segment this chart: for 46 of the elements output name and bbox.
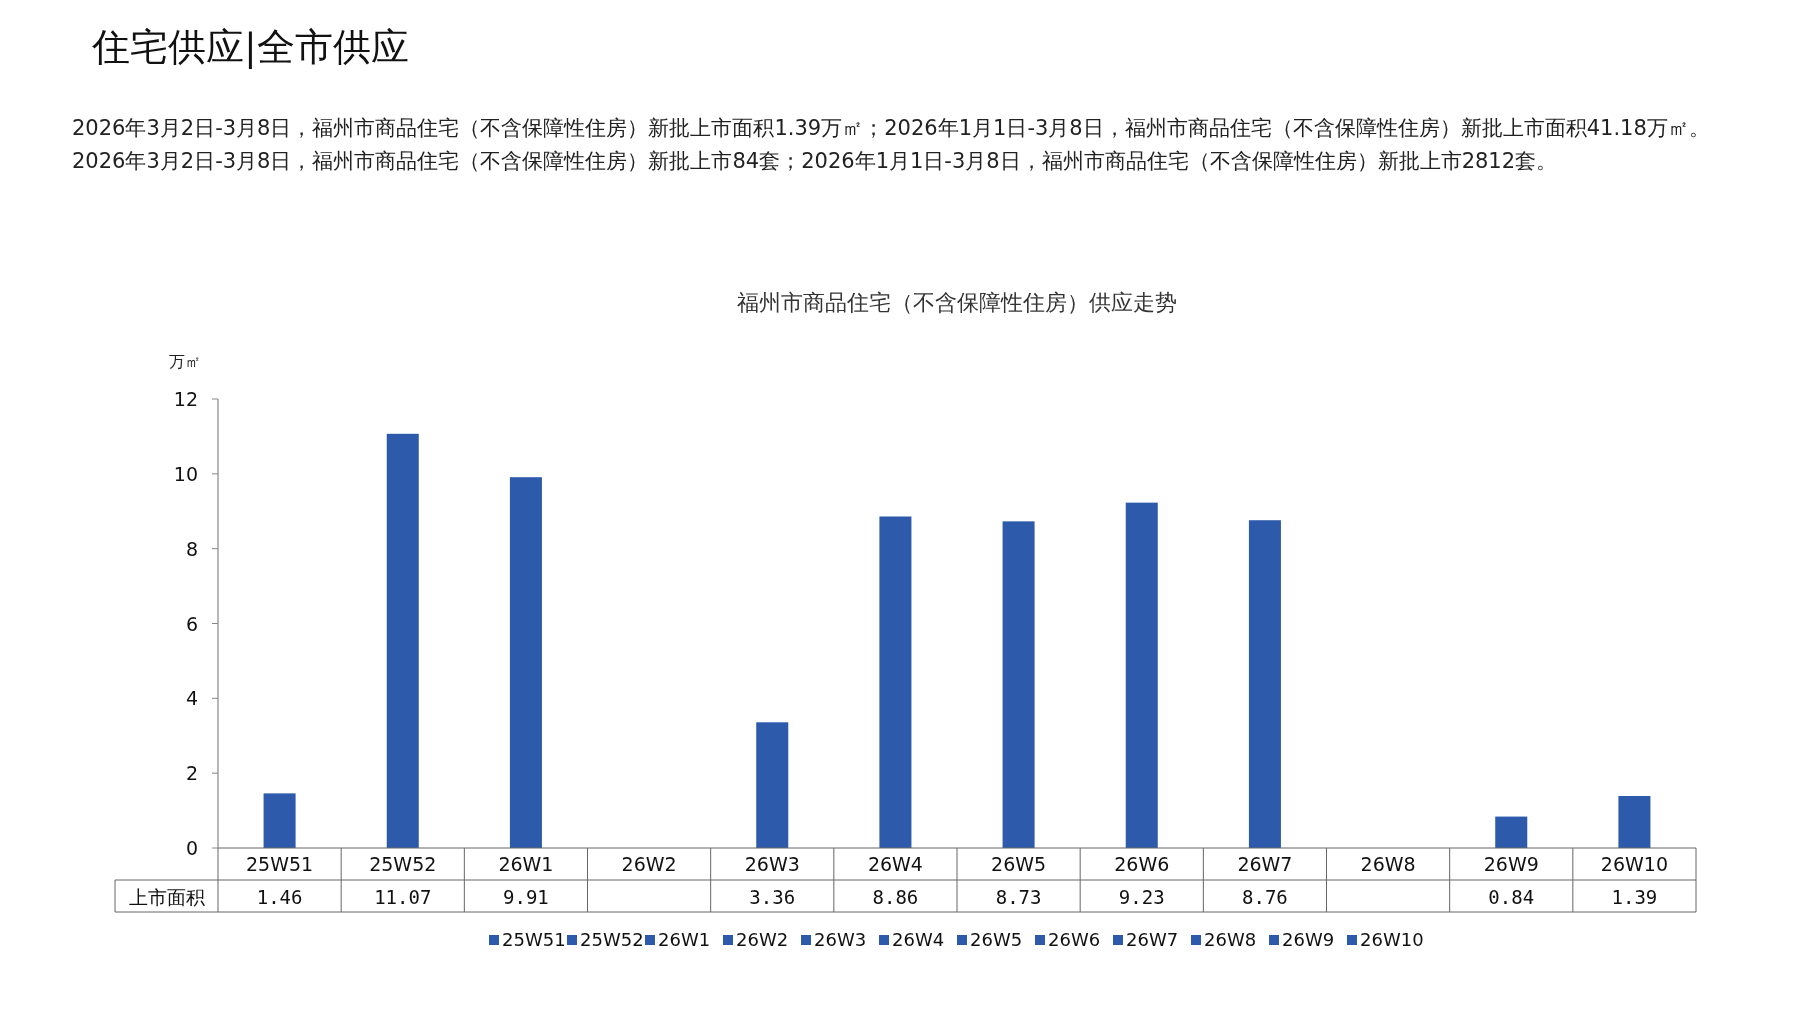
y-tick-label: 10 bbox=[173, 462, 198, 485]
data-label: 11.07 bbox=[374, 886, 432, 908]
category-label: 26W3 bbox=[814, 929, 867, 950]
category-label: 26W6 bbox=[1048, 929, 1101, 950]
data-label: 8.76 bbox=[1242, 886, 1288, 908]
data-label: 9.23 bbox=[1118, 886, 1165, 908]
x-tick-label: 26W9 bbox=[1483, 853, 1539, 875]
x-tick-label: 26W3 bbox=[744, 853, 800, 875]
y-tick-label: 0 bbox=[185, 837, 198, 859]
x-tick-label: 26W5 bbox=[991, 853, 1047, 875]
data-label: 1.46 bbox=[256, 886, 303, 908]
data-label: 0.84 bbox=[1488, 886, 1535, 908]
heading: 住宅供应|全市供应 bbox=[92, 24, 409, 71]
x-tick-label: 26W7 bbox=[1237, 853, 1293, 875]
y-tick-label: 6 bbox=[185, 612, 198, 635]
category-label: 26W1 bbox=[658, 929, 711, 950]
x-tick-label: 26W8 bbox=[1360, 853, 1416, 875]
y-tick-label: 12 bbox=[173, 388, 198, 410]
category-label: 26W7 bbox=[1126, 929, 1179, 950]
category-label: 26W5 bbox=[970, 929, 1023, 950]
text: 上市面积 bbox=[128, 886, 205, 908]
data-label: 9.91 bbox=[503, 886, 549, 908]
y-axis-title: 万㎡ bbox=[169, 352, 201, 371]
category-label: 26W8 bbox=[1204, 929, 1257, 950]
x-tick-label: 26W4 bbox=[867, 853, 923, 875]
category-label: 25W51 bbox=[502, 929, 566, 950]
x-tick-label: 26W1 bbox=[498, 853, 554, 875]
chart-title: 福州市商品住宅（不含保障性住房）供应走势 bbox=[737, 290, 1177, 315]
x-tick-label: 26W10 bbox=[1600, 853, 1668, 875]
y-tick-label: 2 bbox=[185, 762, 198, 785]
category-label: 25W52 bbox=[580, 929, 644, 950]
category-label: 26W2 bbox=[736, 929, 789, 950]
data-label: 8.73 bbox=[995, 886, 1042, 908]
note: 2026年3月2日-3月8日，福州市商品住宅（不含保障性住房）新批上市面积1.39万㎡；2026年1月1日-3月8日，福州市商品住宅（不含保障性住房）新批上市面积41.18万㎡。2026年3月2日-3月8日，福州市商品住宅（不含保障性住房）新批上市84套；2026年1月1日-3月8日，福州市商品住宅（不含保障性住房）新批上市2812套。 bbox=[72, 115, 1711, 175]
category-label: 26W9 bbox=[1282, 929, 1335, 950]
x-tick-label: 26W6 bbox=[1114, 853, 1170, 875]
x-tick-label: 26W2 bbox=[621, 853, 677, 875]
category-label: 26W10 bbox=[1360, 929, 1424, 950]
category-label: 26W4 bbox=[892, 929, 945, 950]
x-tick-label: 25W52 bbox=[369, 853, 437, 875]
data-label: 8.86 bbox=[872, 886, 919, 908]
data-label: 1.39 bbox=[1611, 886, 1658, 908]
y-tick-label: 8 bbox=[185, 537, 198, 560]
data-label: 3.36 bbox=[749, 886, 796, 908]
y-tick-label: 4 bbox=[185, 687, 198, 710]
x-tick-label: 25W51 bbox=[246, 853, 314, 875]
